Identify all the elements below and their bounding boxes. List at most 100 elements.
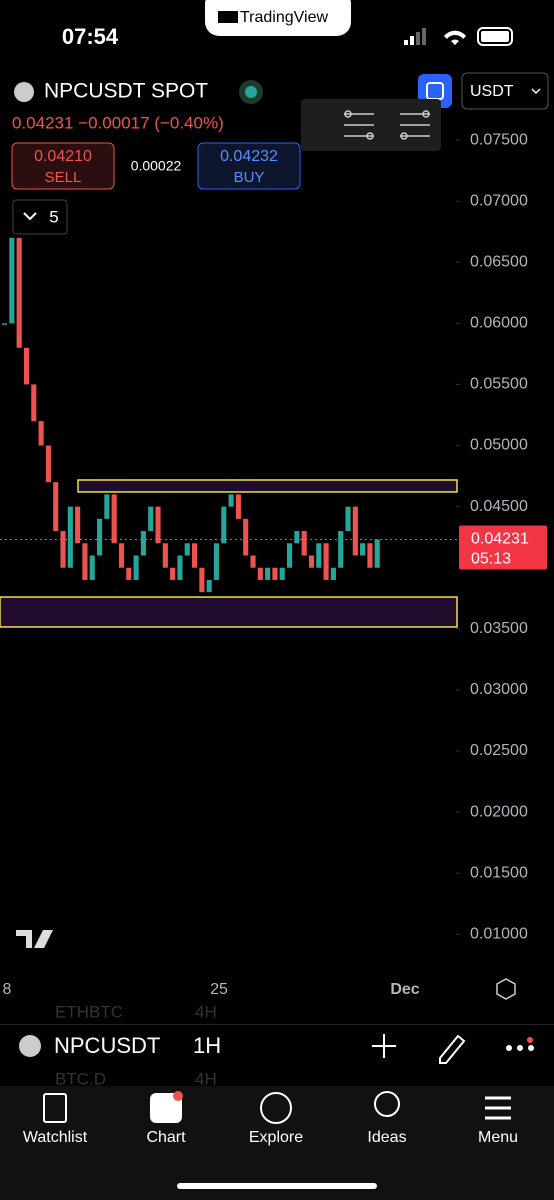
x-tick-label: 25 — [210, 981, 228, 998]
candle-body — [126, 567, 132, 580]
candle-body — [45, 445, 51, 483]
last-price-label: 0.04231 — [471, 531, 529, 548]
draw-button[interactable] — [439, 1034, 466, 1064]
ghost-interval: 4H — [195, 1069, 217, 1088]
ideas-icon — [374, 1091, 400, 1117]
sell-price: 0.04210 — [34, 148, 92, 165]
candle-body — [330, 567, 336, 580]
candle-body — [338, 531, 344, 568]
symbol[interactable]: NPCUSDT — [54, 1033, 160, 1058]
tv-watermark — [16, 930, 53, 948]
buy-label: BUY — [234, 169, 265, 186]
candle-body — [31, 384, 37, 422]
candle-body — [243, 518, 249, 556]
y-tick-label: 0.01000 — [470, 926, 528, 943]
symbol-title: NPCUSDT SPOT — [44, 80, 208, 103]
candle-body — [192, 543, 198, 568]
y-tick-label: 0.05000 — [470, 437, 528, 454]
y-tick-label: 0.02500 — [470, 742, 528, 759]
coin-icon — [19, 1035, 41, 1057]
chart-icon — [150, 1093, 182, 1123]
y-tick-label: 0.05500 — [470, 376, 528, 393]
candle-body — [2, 323, 8, 325]
candle-body — [9, 237, 15, 324]
candle-body — [97, 518, 103, 556]
candle-body — [23, 347, 30, 385]
buy-price: 0.04232 — [220, 148, 278, 165]
candle-body — [272, 567, 278, 580]
x-tick-label: Dec — [390, 981, 419, 998]
currency: USDT — [470, 83, 514, 100]
currency-select[interactable] — [461, 72, 549, 110]
candle-body — [374, 539, 380, 568]
tab-label[interactable]: Menu — [478, 1129, 518, 1146]
chevron — [23, 212, 37, 221]
candle-body — [118, 543, 125, 568]
tab-label[interactable]: Explore — [249, 1129, 303, 1146]
candle-body — [170, 567, 176, 580]
settings-icon[interactable] — [496, 978, 516, 1000]
indicators-toggle[interactable] — [12, 199, 68, 235]
candle-body — [60, 531, 66, 568]
tab-label[interactable]: Watchlist — [23, 1129, 88, 1146]
candle-body — [287, 543, 293, 568]
candle-body — [16, 237, 22, 348]
candle-body — [38, 421, 44, 446]
interval[interactable]: 1H — [193, 1033, 221, 1058]
candle-body — [279, 567, 285, 580]
currency-chevron — [531, 88, 541, 95]
candle-body — [323, 543, 329, 580]
countdown: 05:13 — [471, 551, 511, 568]
coin-icon — [14, 82, 34, 102]
status-icons — [404, 27, 513, 46]
tab-bar — [0, 1086, 554, 1200]
y-tick-label: 0.06000 — [470, 315, 528, 332]
candle-body — [257, 567, 263, 580]
candle-body — [360, 543, 366, 556]
market-dot — [245, 86, 257, 98]
buy-button[interactable] — [197, 142, 301, 190]
app-pill — [205, 0, 351, 36]
candle-body — [111, 494, 117, 544]
sell-button[interactable] — [11, 142, 115, 190]
app-pill-label: TradingView — [240, 9, 328, 26]
quote: 0.04231 −0.00017 (−0.40%) — [12, 113, 224, 132]
more-button[interactable] — [506, 1037, 534, 1051]
candle-body — [301, 531, 307, 556]
spread: 0.00022 — [131, 158, 182, 174]
candle-body — [308, 555, 315, 568]
x-tick-label: 8 — [3, 981, 12, 998]
y-tick-label: 0.03500 — [470, 620, 528, 637]
watchlist-icon — [43, 1093, 67, 1123]
toolbar-icons — [344, 110, 430, 140]
zone — [77, 479, 458, 493]
ghost-interval: 4H — [195, 1002, 217, 1021]
y-tick-label: 0.06500 — [470, 253, 528, 270]
tab-label[interactable]: Chart — [146, 1129, 186, 1146]
candle-body — [213, 543, 220, 580]
candle-body — [235, 494, 241, 519]
last-price-box — [459, 525, 547, 570]
candle-body — [228, 494, 234, 507]
chart-badge — [173, 1091, 183, 1101]
candle-body — [184, 543, 190, 556]
sell-label: SELL — [45, 169, 82, 186]
candle-body — [89, 555, 95, 580]
divider — [0, 1024, 554, 1025]
y-tick-label: 0.01500 — [470, 864, 528, 881]
candle-body — [177, 555, 183, 580]
candle-body — [250, 555, 256, 568]
candle-body — [162, 543, 168, 568]
menu-icon — [485, 1096, 511, 1120]
candle-body — [75, 506, 81, 544]
y-tick-label: 0.03000 — [470, 681, 528, 698]
add-button[interactable] — [372, 1034, 396, 1058]
candle-body — [294, 531, 300, 544]
candle-body — [148, 506, 154, 532]
y-tick-label: 0.02000 — [470, 803, 528, 820]
candle-body — [265, 567, 271, 580]
candle-body — [316, 543, 322, 568]
explore-icon — [260, 1092, 292, 1124]
tab-label[interactable]: Ideas — [367, 1129, 406, 1146]
zone — [0, 596, 458, 628]
